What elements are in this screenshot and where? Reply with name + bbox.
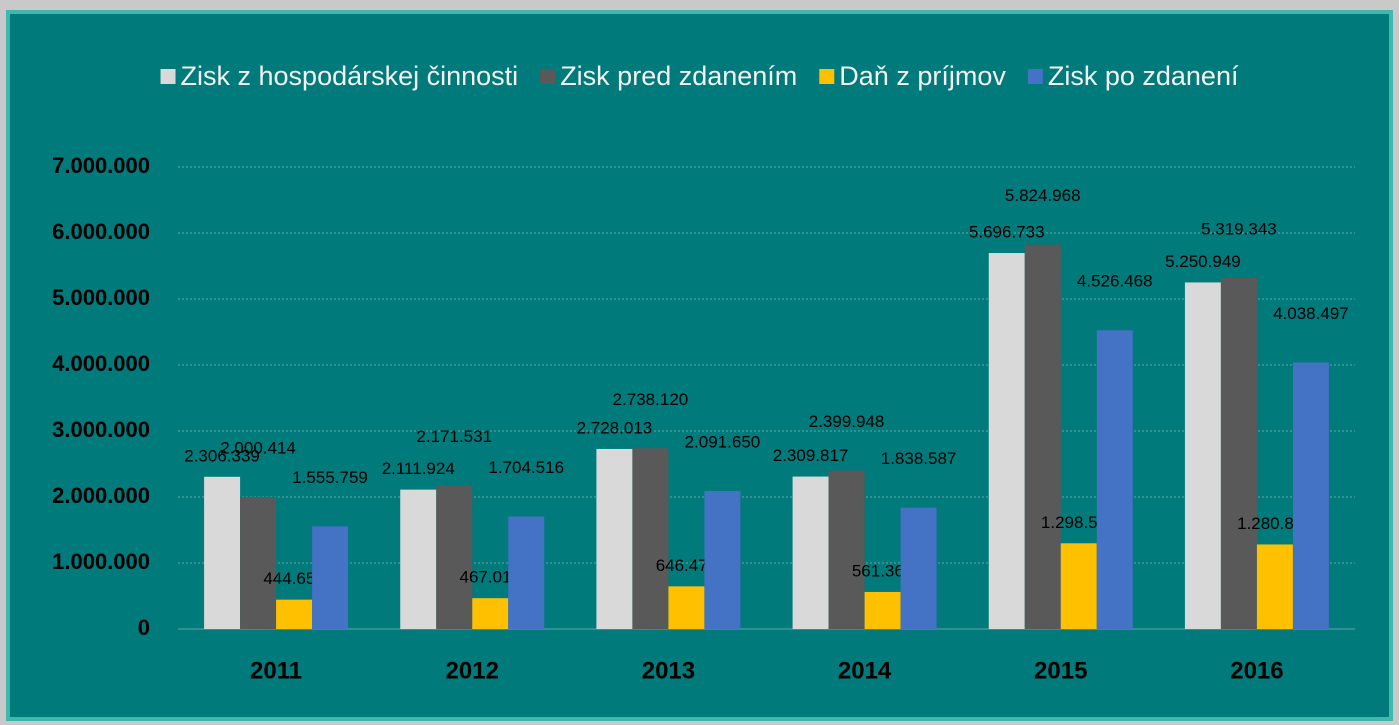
legend-label: Zisk z hospodárskej činnosti [181, 61, 519, 91]
bar [1060, 543, 1097, 629]
bar [1184, 282, 1221, 629]
bar [1096, 330, 1133, 629]
value-label: 4.038.497 [1273, 304, 1349, 323]
bar [1292, 362, 1329, 629]
y-tick-label: 3.000.000 [52, 417, 150, 442]
bar [704, 490, 741, 629]
bar [632, 448, 669, 629]
y-tick-label: 4.000.000 [52, 351, 150, 376]
legend-swatch [1027, 69, 1043, 84]
value-label: 2.171.531 [416, 427, 492, 446]
y-tick-label: 7.000.000 [52, 153, 150, 178]
bar [900, 507, 937, 629]
bar [988, 253, 1025, 629]
y-tick-label: 6.000.000 [52, 219, 150, 244]
bar [792, 476, 829, 629]
y-tick-label: 5.000.000 [52, 285, 150, 310]
value-label: 1.838.587 [881, 449, 957, 468]
y-tick-label: 0 [138, 615, 150, 640]
value-label: 4.526.468 [1077, 272, 1153, 291]
x-tick-label: 2015 [1034, 657, 1087, 684]
bar [276, 599, 313, 629]
x-tick-label: 2014 [838, 657, 892, 684]
legend-swatch [540, 69, 556, 84]
x-tick-label: 2012 [446, 657, 499, 684]
bar [828, 470, 865, 629]
value-label: 561.361 [852, 561, 913, 580]
value-label: 5.696.733 [969, 223, 1045, 242]
value-label: 2.306.339 [184, 446, 260, 465]
bar [668, 586, 705, 629]
value-label: 1.704.516 [488, 458, 564, 477]
value-label: 2.309.817 [773, 446, 849, 465]
bar [204, 476, 241, 629]
value-label: 2.111.924 [382, 459, 455, 478]
bar [472, 598, 509, 629]
legend-swatch [819, 69, 835, 84]
y-tick-label: 1.000.000 [52, 549, 150, 574]
legend-label: Zisk po zdanení [1048, 61, 1239, 91]
bar [596, 448, 633, 629]
value-label: 2.738.120 [613, 390, 689, 409]
value-label: 5.319.343 [1201, 219, 1277, 238]
legend-label: Daň z príjmov [839, 61, 1006, 91]
value-label: 444.655 [263, 569, 324, 588]
bar [508, 516, 545, 629]
value-label: 1.555.759 [292, 468, 368, 487]
value-label: 2.728.013 [577, 418, 653, 437]
bar [312, 526, 349, 629]
x-tick-label: 2013 [642, 657, 695, 684]
value-label: 2.399.948 [809, 412, 885, 431]
bar [1024, 244, 1061, 629]
bar [1256, 544, 1293, 629]
bar [436, 485, 473, 629]
value-label: 5.250.949 [1165, 252, 1241, 271]
value-label: 467.015 [460, 568, 521, 587]
y-tick-label: 2.000.000 [52, 483, 150, 508]
bar [864, 591, 901, 629]
value-label: 5.824.968 [1005, 186, 1081, 205]
bar [240, 496, 277, 629]
legend-label: Zisk pred zdanením [560, 61, 797, 91]
value-label: 2.000.414 [220, 438, 296, 457]
bar [400, 489, 437, 629]
value-label: 646.470 [656, 556, 717, 575]
value-label: 2.091.650 [685, 432, 761, 451]
bar [1220, 277, 1257, 629]
legend-swatch [160, 69, 176, 84]
x-tick-label: 2011 [250, 657, 302, 684]
x-tick-label: 2016 [1230, 657, 1283, 684]
